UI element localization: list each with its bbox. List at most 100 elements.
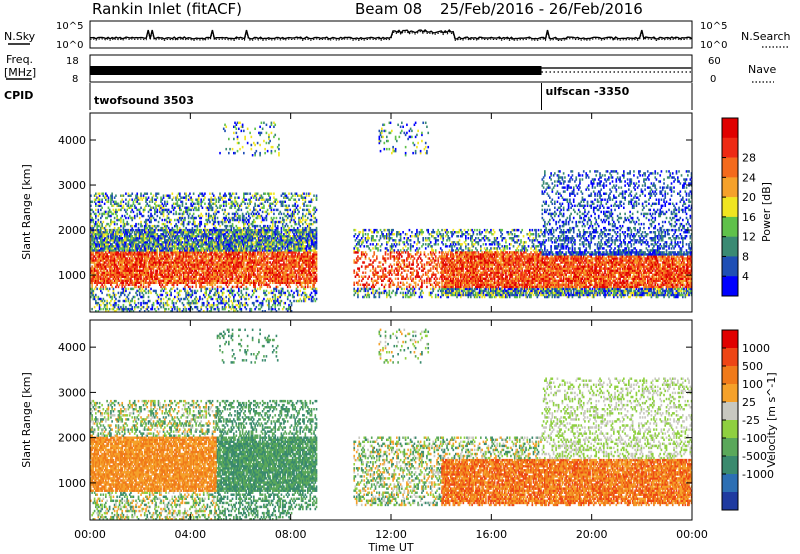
heatmap-cell (155, 290, 157, 292)
heatmap-cell (136, 215, 138, 217)
heatmap-cell (145, 263, 147, 265)
nave-tick-bottom: 0 (710, 74, 716, 85)
heatmap-cell (103, 221, 105, 223)
heatmap-cell (148, 197, 150, 199)
heatmap-cell (101, 292, 103, 294)
heatmap-cell (123, 205, 125, 207)
cpid-segment-twofsound: twofsound 3503 (94, 94, 194, 107)
heatmap-cell (134, 296, 136, 298)
heatmap-cell (143, 294, 145, 296)
heatmap-cell (163, 195, 165, 197)
heatmap-cell (95, 221, 97, 223)
heatmap-cell (125, 199, 127, 201)
heatmap-cell (106, 229, 108, 231)
heatmap-cell (114, 255, 116, 257)
heatmap-cell (108, 201, 110, 203)
heatmap-cell (164, 201, 166, 203)
heatmap-cell (146, 302, 148, 304)
heatmap-cell (118, 292, 120, 294)
heatmap-cell (134, 300, 136, 302)
nsky-frame (90, 21, 692, 48)
heatmap-cell (131, 193, 133, 195)
nave-tick-top: 60 (708, 56, 721, 67)
freq-tick-top: 18 (66, 56, 79, 67)
heatmap-cell (140, 302, 142, 304)
heatmap-cell (120, 201, 122, 203)
heatmap-cell (99, 201, 101, 203)
heatmap-cell (109, 308, 111, 310)
heatmap-cell (160, 302, 162, 304)
heatmap-cell (101, 215, 103, 217)
heatmap-cell (138, 302, 140, 304)
heatmap-cell (143, 286, 145, 288)
heatmap-cell (108, 197, 110, 199)
nsearch-tick-bottom: 10^0 (700, 40, 727, 51)
heatmap-cell (126, 209, 128, 211)
nsky-tick-bottom: 10^0 (56, 40, 83, 51)
heatmap-cell (95, 300, 97, 302)
heatmap-cell (148, 306, 150, 308)
heatmap-cell (150, 193, 152, 195)
heatmap-cell (110, 215, 112, 217)
heatmap-cell (163, 215, 165, 217)
heatmap-cell (136, 213, 138, 215)
heatmap-cell (103, 193, 105, 195)
heatmap-cell (143, 300, 145, 302)
heatmap-cell (158, 308, 160, 310)
heatmap-cell (101, 223, 103, 225)
heatmap-cell (129, 199, 131, 201)
heatmap-cell (114, 223, 116, 225)
heatmap-cell (131, 231, 133, 233)
cpid-segment-ulfscan: ulfscan -3350 (546, 85, 630, 98)
date-range: 25/Feb/2016 - 26/Feb/2016 (440, 0, 643, 18)
heatmap-cell (152, 201, 154, 203)
heatmap-cell (101, 199, 103, 201)
heatmap-cell (94, 239, 96, 241)
radar-summary-plot: Rankin Inlet (fitACF) Beam 08 25/Feb/201… (0, 0, 800, 554)
heatmap-cell (153, 270, 155, 272)
nsearch-label: N.Search (741, 30, 791, 43)
cpid-label: CPID (4, 89, 33, 102)
heatmap-cell (155, 201, 157, 203)
heatmap-cell (159, 209, 161, 211)
heatmap-cell (115, 302, 117, 304)
heatmap-cell (93, 219, 95, 221)
heatmap-cell (140, 221, 142, 223)
heatmap-cell (104, 300, 106, 302)
nsky-label: N.Sky (4, 30, 36, 43)
heatmap-cell (140, 193, 142, 195)
heatmap-cell (121, 237, 123, 239)
heatmap-cell (157, 247, 159, 249)
heatmap-cell (126, 213, 128, 215)
station-title: Rankin Inlet (fitACF) (92, 0, 242, 18)
heatmap-cell (158, 225, 160, 227)
cpid-panel: CPID twofsound 3503 ulfscan -3350 (4, 83, 692, 110)
nsearch-tick-top: 10^5 (700, 21, 727, 32)
heatmap-cell (140, 207, 142, 209)
heatmap-cell (133, 201, 135, 203)
heatmap-cell (128, 288, 130, 290)
heatmap-cell (139, 217, 141, 219)
heatmap-cell (91, 286, 93, 288)
heatmap-cell (123, 304, 125, 306)
heatmap-cell (99, 213, 101, 215)
heatmap-cell (150, 209, 152, 211)
heatmap-cell (143, 215, 145, 217)
heatmap-cell (135, 207, 137, 209)
heatmap-cell (150, 213, 152, 215)
freq-band-ulfscan (542, 67, 693, 69)
heatmap-cell (95, 203, 97, 205)
heatmap-cell (114, 217, 116, 219)
heatmap-cell (94, 306, 96, 308)
heatmap-cell (125, 193, 127, 195)
heatmap-cell (98, 215, 100, 217)
heatmap-cell (129, 292, 131, 294)
heatmap-cell (123, 201, 125, 203)
heatmap-cell (143, 306, 145, 308)
heatmap-cell (115, 294, 117, 296)
heatmap-cell (121, 215, 123, 217)
heatmap-cell (150, 239, 152, 241)
heatmap-cell (145, 292, 147, 294)
heatmap-cell (115, 298, 117, 300)
heatmap-cell (111, 193, 113, 195)
